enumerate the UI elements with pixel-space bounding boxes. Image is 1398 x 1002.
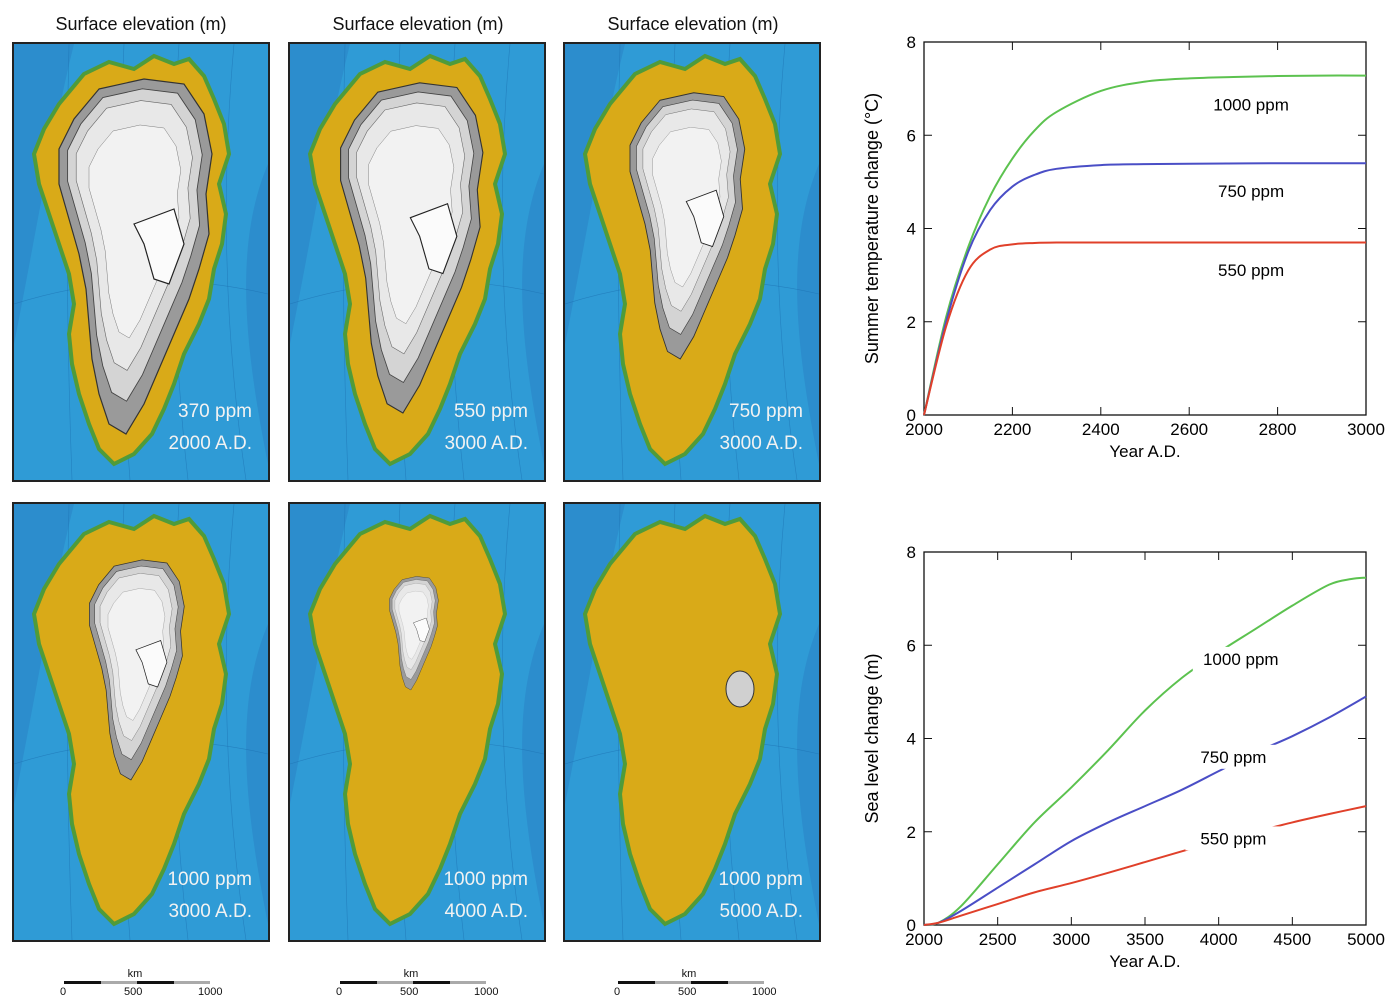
series-label: 1000 ppm bbox=[1203, 650, 1279, 669]
map-ppm-label: 1000 ppm bbox=[718, 864, 803, 896]
series-label: 750 ppm bbox=[1200, 748, 1266, 767]
scale-tick: 0 bbox=[614, 986, 620, 998]
x-tick-label: 2200 bbox=[993, 420, 1031, 439]
map-label: 1000 ppm 3000 A.D. bbox=[167, 864, 252, 928]
map-panel: 1000 ppm 5000 A.D. bbox=[563, 502, 821, 942]
map-year-label: 3000 A.D. bbox=[445, 428, 528, 460]
series-line bbox=[924, 163, 1366, 415]
scale-line bbox=[64, 981, 210, 984]
map-year-label: 2000 A.D. bbox=[169, 428, 252, 460]
y-tick-label: 0 bbox=[907, 406, 916, 425]
sea-level-chart: 2000 2500 3000 3500 4000 4500 500002468Year A.… bbox=[850, 540, 1390, 990]
y-tick-label: 2 bbox=[907, 823, 916, 842]
map-year-label: 5000 A.D. bbox=[718, 896, 803, 928]
series-label: 550 ppm bbox=[1218, 261, 1284, 280]
map-ppm-label: 550 ppm bbox=[445, 396, 528, 428]
map-label: 370 ppm 2000 A.D. bbox=[169, 396, 252, 460]
y-tick-label: 6 bbox=[907, 636, 916, 655]
scale-bar: km 0 500 1000 bbox=[60, 968, 240, 1002]
scale-bar: km 0 500 1000 bbox=[336, 968, 516, 1002]
y-tick-label: 4 bbox=[907, 730, 916, 749]
map-header-2: Surface elevation (m) bbox=[287, 14, 549, 35]
map-label: 1000 ppm 5000 A.D. bbox=[718, 864, 803, 928]
y-tick-label: 2 bbox=[907, 313, 916, 332]
map-ppm-label: 1000 ppm bbox=[443, 864, 528, 896]
map-panel: 550 ppm 3000 A.D. bbox=[288, 42, 546, 482]
x-tick-label: 2500 bbox=[979, 930, 1017, 949]
y-tick-label: 0 bbox=[907, 916, 916, 935]
series-line bbox=[924, 578, 1366, 925]
x-axis-label: Year A.D. bbox=[1109, 952, 1180, 971]
x-tick-label: 4000 bbox=[1200, 930, 1238, 949]
x-tick-label: 4500 bbox=[1273, 930, 1311, 949]
plot-frame bbox=[924, 42, 1366, 415]
y-tick-label: 8 bbox=[907, 33, 916, 52]
scale-unit: km bbox=[60, 968, 210, 980]
map-header-3: Surface elevation (m) bbox=[562, 14, 824, 35]
map-panel: 1000 ppm 3000 A.D. bbox=[12, 502, 270, 942]
y-axis-label: Sea level change (m) bbox=[862, 653, 882, 823]
plot-frame bbox=[924, 552, 1366, 925]
scale-bar: km 0 500 1000 bbox=[614, 968, 794, 1002]
x-tick-label: 2800 bbox=[1259, 420, 1297, 439]
map-year-label: 3000 A.D. bbox=[720, 428, 803, 460]
y-axis-label: Summer temperature change (°C) bbox=[862, 93, 882, 364]
scale-tick: 0 bbox=[336, 986, 342, 998]
map-ppm-label: 370 ppm bbox=[169, 396, 252, 428]
scale-unit: km bbox=[614, 968, 764, 980]
x-tick-label: 2400 bbox=[1082, 420, 1120, 439]
map-label: 1000 ppm 4000 A.D. bbox=[443, 864, 528, 928]
scale-tick: 1000 bbox=[198, 986, 222, 998]
scale-line bbox=[340, 981, 486, 984]
scale-unit: km bbox=[336, 968, 486, 980]
series-line bbox=[924, 697, 1366, 925]
y-tick-label: 6 bbox=[907, 126, 916, 145]
y-tick-label: 4 bbox=[907, 220, 916, 239]
scale-tick: 1000 bbox=[474, 986, 498, 998]
map-label: 750 ppm 3000 A.D. bbox=[720, 396, 803, 460]
map-panel: 750 ppm 3000 A.D. bbox=[563, 42, 821, 482]
scale-tick: 1000 bbox=[752, 986, 776, 998]
series-line bbox=[924, 242, 1366, 415]
map-year-label: 3000 A.D. bbox=[167, 896, 252, 928]
map-label: 550 ppm 3000 A.D. bbox=[445, 396, 528, 460]
x-tick-label: 5000 bbox=[1347, 930, 1385, 949]
ice-remnant bbox=[726, 671, 754, 707]
map-panel: 1000 ppm 4000 A.D. bbox=[288, 502, 546, 942]
x-tick-label: 3500 bbox=[1126, 930, 1164, 949]
x-tick-label: 3000 bbox=[1052, 930, 1090, 949]
temperature-chart: 2000 2200 2400 2600 2800 3000 0 2 4 6 8 Year A.D. Su… bbox=[850, 30, 1390, 480]
x-tick-label: 2600 bbox=[1170, 420, 1208, 439]
map-header-1: Surface elevation (m) bbox=[10, 14, 272, 35]
series-line bbox=[924, 806, 1366, 925]
x-tick-label: 3000 bbox=[1347, 420, 1385, 439]
map-panel: 370 ppm 2000 A.D. bbox=[12, 42, 270, 482]
map-ppm-label: 750 ppm bbox=[720, 396, 803, 428]
series-line bbox=[924, 76, 1366, 415]
scale-tick: 500 bbox=[678, 986, 696, 998]
map-year-label: 4000 A.D. bbox=[443, 896, 528, 928]
series-label: 1000 ppm bbox=[1213, 96, 1289, 115]
scale-tick: 0 bbox=[60, 986, 66, 998]
y-tick-label: 8 bbox=[907, 543, 916, 562]
series-label: 750 ppm bbox=[1218, 182, 1284, 201]
scale-tick: 500 bbox=[124, 986, 142, 998]
series-label: 550 ppm bbox=[1200, 829, 1266, 848]
scale-line bbox=[618, 981, 764, 984]
map-ppm-label: 1000 ppm bbox=[167, 864, 252, 896]
scale-tick: 500 bbox=[400, 986, 418, 998]
x-axis-label: Year A.D. bbox=[1109, 442, 1180, 461]
